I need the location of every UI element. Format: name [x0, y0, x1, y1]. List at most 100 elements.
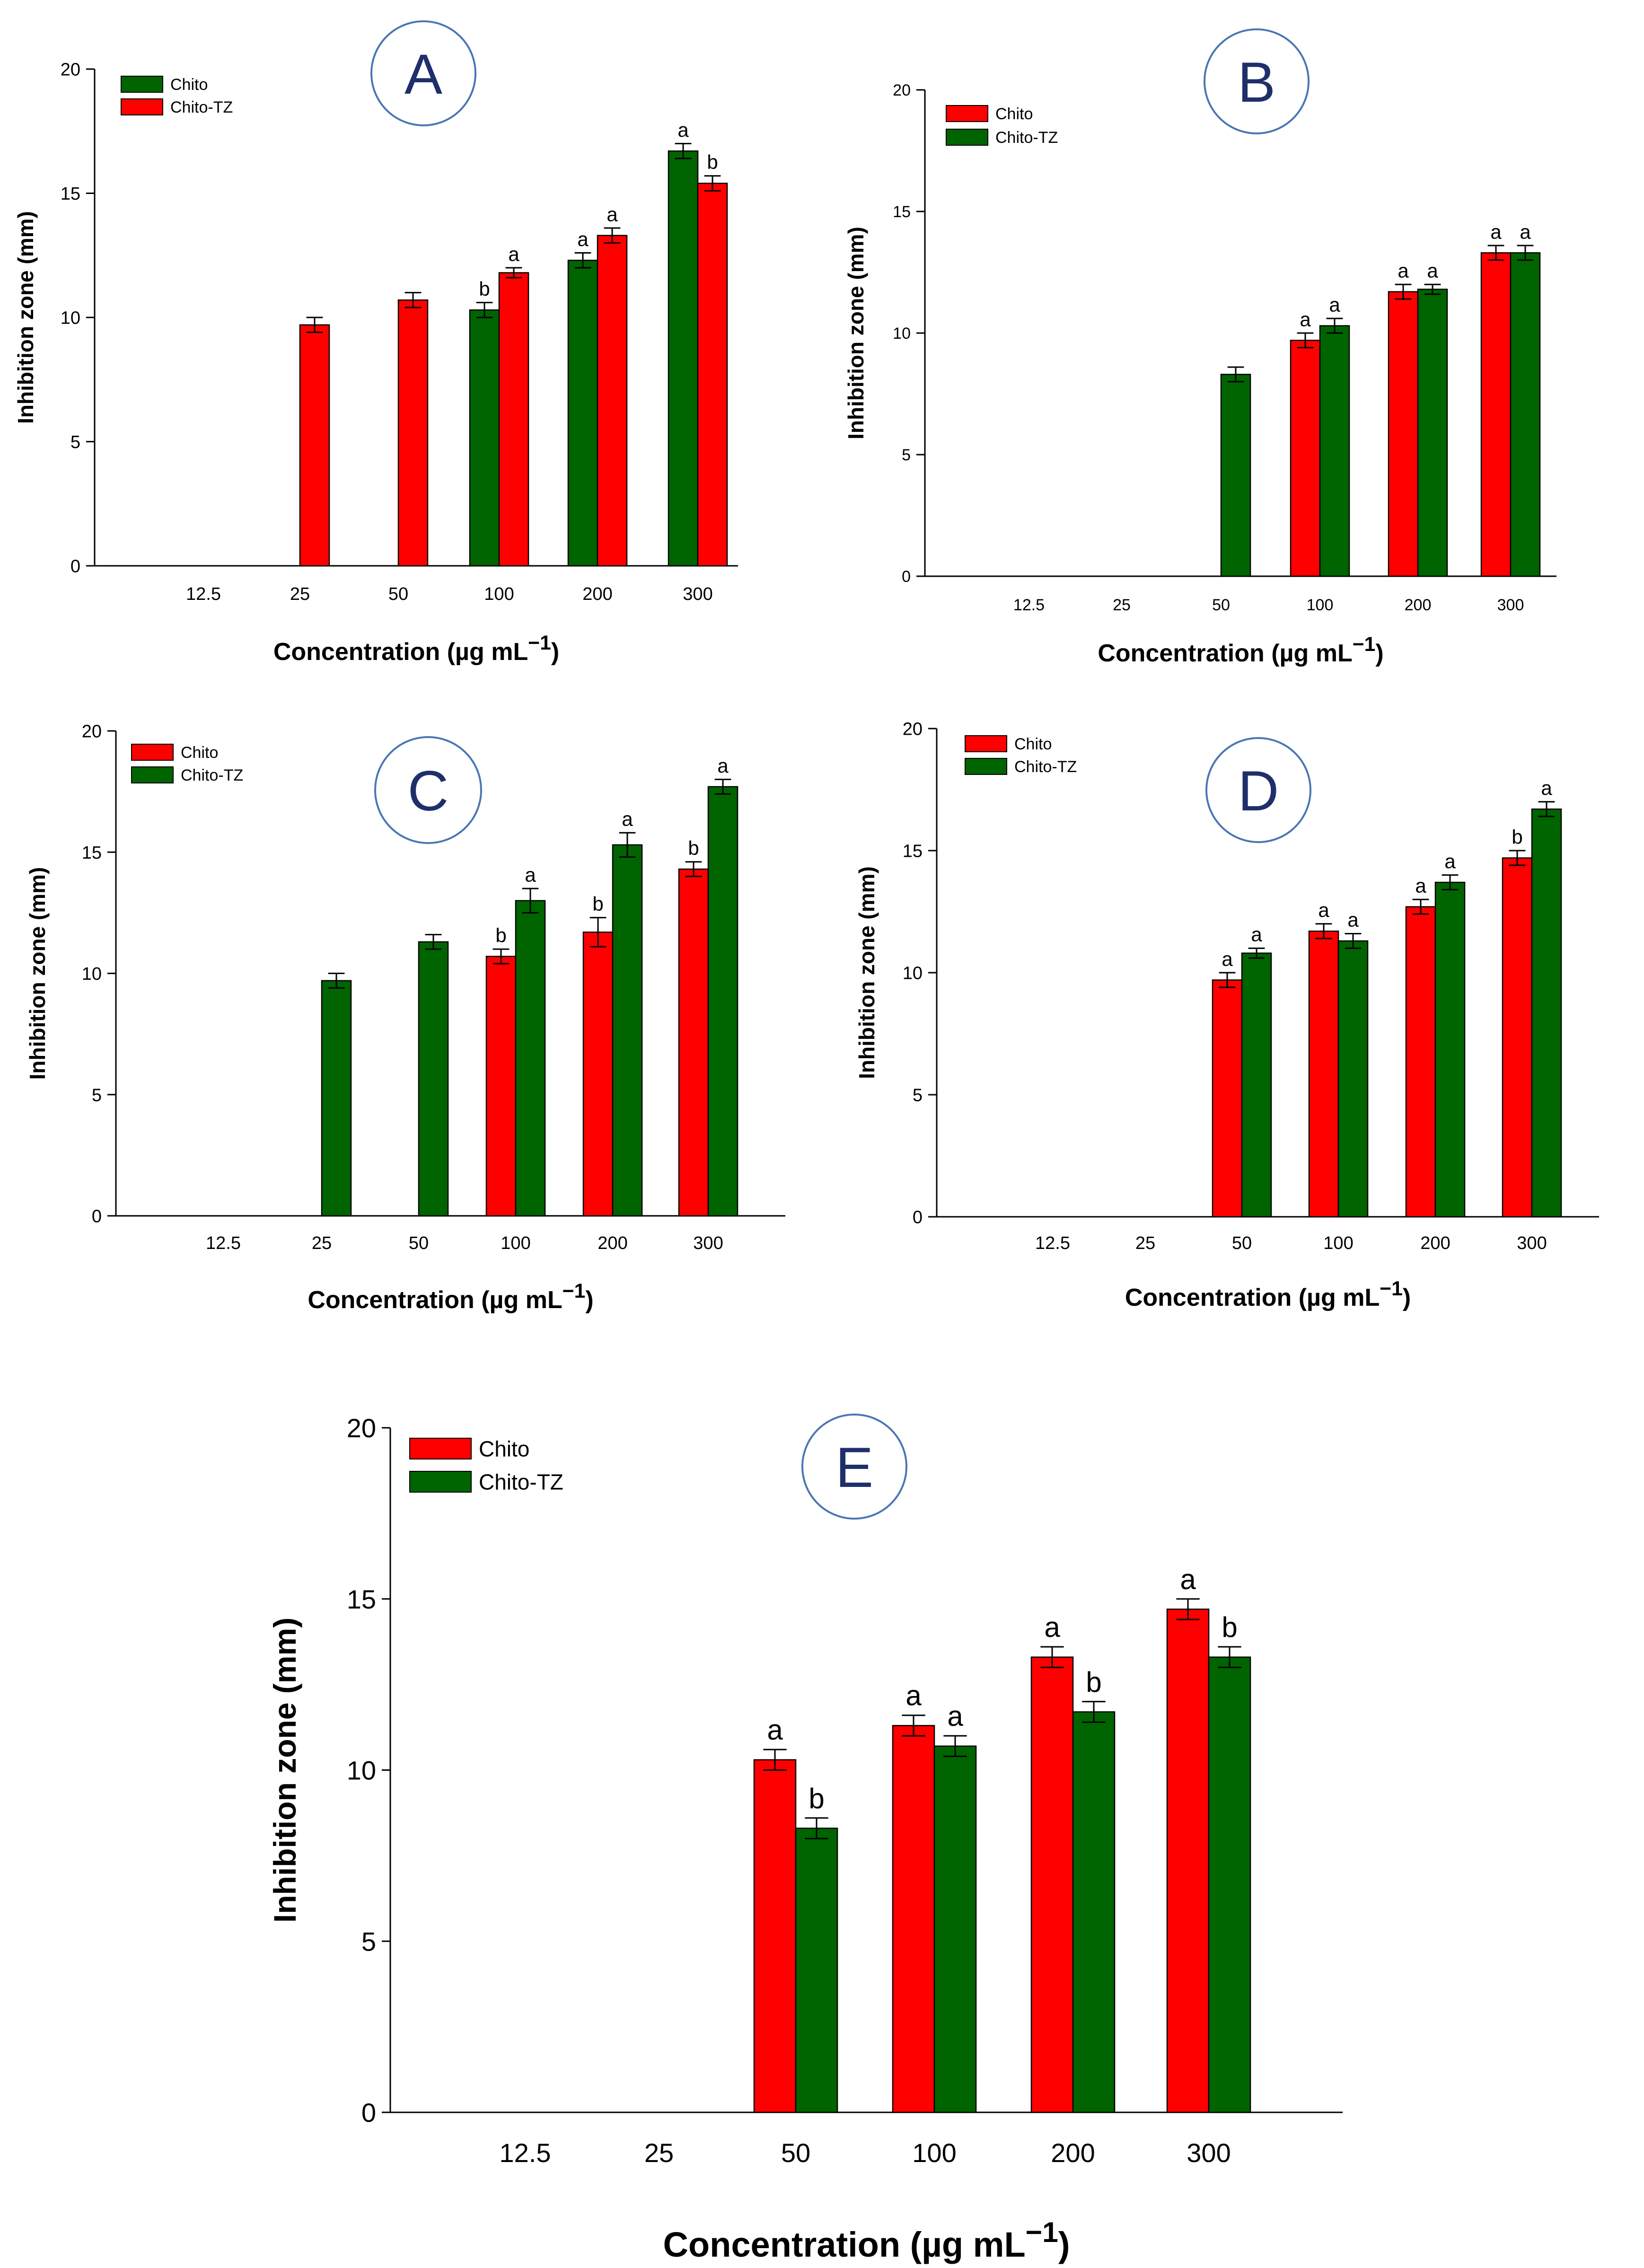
legend-label: Chito-TZ — [1014, 758, 1077, 776]
x-tick-label: 12.5 — [500, 2138, 551, 2168]
error-bar — [763, 1749, 787, 1771]
chart-panel-d: 0 5 10 15 20 12.5 25 50 100 200 300 Concentration (… — [854, 720, 1599, 1311]
error-bar — [1538, 801, 1555, 818]
bar-chito-tz — [321, 980, 352, 1217]
error-bar — [685, 861, 702, 877]
error-bar — [604, 227, 621, 244]
error-bar — [574, 252, 591, 269]
bar-chito-tz — [1337, 940, 1369, 1218]
x-tick-label: 300 — [1187, 2138, 1231, 2168]
bar-chito-tz — [397, 299, 429, 567]
bar-chito-tz — [1220, 374, 1251, 577]
y-tick-label: 15 — [347, 1584, 376, 1614]
significance-label: b — [688, 837, 699, 859]
x-tick-label: 100 — [1307, 596, 1334, 614]
y-tick-label: 10 — [82, 964, 102, 984]
x-tick-label: 200 — [1051, 2138, 1095, 2168]
x-tick-label: 100 — [912, 2138, 956, 2168]
bar-chito-tz — [1434, 881, 1466, 1218]
y-tick-label: 15 — [61, 184, 80, 204]
y-tick-label: 20 — [61, 60, 80, 80]
bar-chito-tz — [795, 1828, 838, 2113]
x-tick-label: 25 — [644, 2138, 674, 2168]
legend-label: Chito-TZ — [995, 129, 1058, 147]
significance-label: b — [809, 1783, 824, 1814]
error-bar — [1517, 245, 1534, 261]
bar-chito-tz — [498, 272, 529, 567]
x-tick-label: 100 — [484, 584, 514, 604]
x-tick-label: 25 — [1135, 1233, 1155, 1253]
error-bar — [328, 973, 345, 989]
y-tick-label: 5 — [361, 1926, 376, 1956]
significance-label: b — [1086, 1666, 1101, 1698]
significance-label: a — [1044, 1611, 1060, 1643]
legend-swatch — [946, 105, 988, 122]
y-tick-label: 0 — [913, 1208, 923, 1228]
y-axis-title: Inhibition zone (mm) — [13, 211, 38, 424]
bar-chito — [1290, 340, 1321, 577]
y-tick-label: 0 — [361, 2098, 376, 2127]
legend-label: Chito — [181, 744, 218, 762]
bar-chito — [1212, 979, 1243, 1218]
x-axis-title: Concentration (µg mL−1) — [1098, 633, 1383, 667]
y-tick-label: 10 — [893, 325, 911, 343]
x-tick-label: 50 — [1232, 1233, 1252, 1253]
significance-label: a — [677, 119, 689, 141]
significance-label: a — [607, 203, 618, 225]
x-tick-label: 200 — [582, 584, 612, 604]
error-bar — [714, 779, 731, 795]
error-bar — [425, 934, 442, 950]
y-tick-label: 5 — [913, 1086, 923, 1106]
significance-label: b — [1222, 1611, 1237, 1643]
error-bar — [1509, 850, 1526, 866]
significance-label: a — [1347, 909, 1359, 931]
legend: Chito Chito-TZ — [409, 1437, 563, 1494]
legend-swatch — [946, 129, 988, 146]
significance-label: b — [707, 151, 718, 173]
y-tick-label: 0 — [70, 557, 80, 577]
panel-badge-circle — [801, 1414, 907, 1520]
error-bar — [476, 302, 493, 318]
y-tick-label: 20 — [903, 720, 923, 739]
chart-panel-b: 0 5 10 15 20 12.5 25 50 100 200 300 Concentration (… — [844, 28, 1556, 667]
error-bar — [505, 267, 522, 279]
bar-chito — [485, 956, 517, 1217]
significance-label: a — [1415, 875, 1426, 897]
legend-label: Chito — [995, 105, 1033, 123]
panel-badge-circle — [1205, 737, 1311, 843]
error-bar — [675, 143, 692, 159]
significance-label: a — [1398, 260, 1409, 282]
bar-chito-tz — [1531, 809, 1562, 1218]
significance-label: a — [767, 1714, 783, 1746]
significance-label: b — [592, 893, 603, 915]
significance-label: a — [717, 755, 729, 777]
bar-chito-tz — [612, 844, 643, 1217]
error-bar — [1218, 1646, 1241, 1668]
legend-label: Chito — [479, 1437, 529, 1461]
bar-chito-tz — [933, 1745, 977, 2113]
error-bar — [1040, 1646, 1064, 1668]
bar-chito-tz — [707, 786, 738, 1217]
x-tick-label: 300 — [693, 1233, 723, 1253]
panel-badge-circle — [374, 736, 482, 844]
significance-label: a — [1520, 220, 1531, 243]
error-bar — [306, 316, 323, 333]
significance-label: a — [1222, 948, 1233, 970]
y-axis-title: Inhibition zone (mm) — [854, 866, 879, 1079]
y-tick-label: 10 — [347, 1756, 376, 1785]
error-bar — [1315, 923, 1332, 940]
y-tick-label: 20 — [347, 1413, 376, 1443]
bar-chito — [1502, 857, 1533, 1218]
legend-swatch — [965, 735, 1007, 752]
significance-label: b — [1512, 826, 1522, 848]
error-bar — [522, 888, 539, 914]
significance-label: a — [508, 243, 519, 265]
bar-chito — [1030, 1656, 1074, 2113]
y-axis-title: Inhibition zone (mm) — [267, 1617, 302, 1923]
bar-chito — [892, 1725, 935, 2113]
x-axis-title: Concentration (µg mL−1) — [663, 2216, 1070, 2264]
panel-letter: B — [1238, 51, 1275, 114]
bar-chito — [668, 150, 699, 567]
